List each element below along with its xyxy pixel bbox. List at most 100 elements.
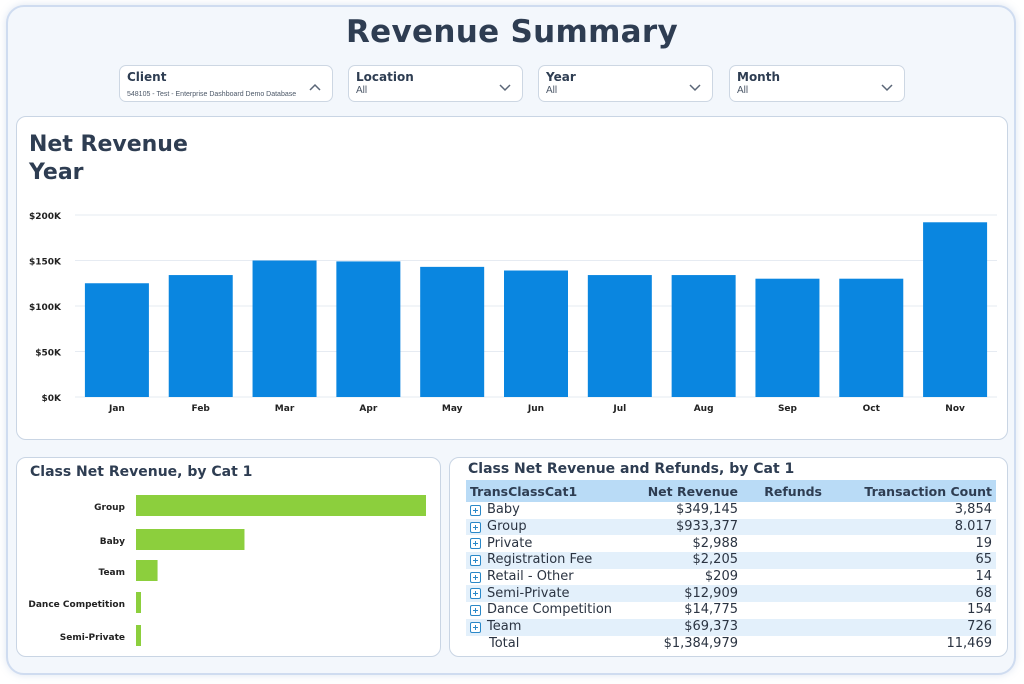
refunds-cell [742, 602, 826, 619]
bar-feb[interactable] [168, 275, 233, 397]
expand-icon[interactable] [470, 571, 481, 583]
x-tick-label: Feb [192, 404, 211, 414]
location-filter-label: Location [356, 70, 414, 84]
net-revenue-cell: $209 [704, 569, 738, 585]
refunds-cell [742, 585, 826, 603]
column-header-refunds[interactable]: Refunds [742, 480, 826, 502]
table-title: Class Net Revenue and Refunds, by Cat 1 [468, 461, 795, 477]
transaction-count-cell: 726 [826, 618, 996, 636]
table-row[interactable]: Semi-Private $12,909 68 [466, 585, 996, 603]
cat-label: Team [487, 619, 522, 635]
bar-apr[interactable] [336, 261, 401, 397]
category-label: Group [94, 503, 125, 513]
location-filter[interactable]: Location All [348, 65, 523, 102]
class-net-revenue-bar-chart: Group Baby Team Dance Competition Semi-Priva… [28, 495, 426, 646]
bar-jun[interactable] [504, 270, 568, 397]
hbar-team[interactable] [136, 560, 158, 581]
net-revenue-cell: $69,373 [636, 618, 742, 636]
table-row[interactable]: Team $69,373 726 [466, 618, 996, 636]
chevron-up-icon[interactable] [308, 82, 322, 92]
total-refunds [742, 636, 826, 653]
bar-jan[interactable] [84, 283, 149, 397]
transaction-count-cell: 19 [975, 535, 992, 551]
column-header-cat[interactable]: TransClassCat1 [466, 480, 636, 502]
expand-icon[interactable] [470, 588, 481, 600]
bar-mar[interactable] [252, 260, 317, 398]
location-filter-value: All [356, 85, 368, 96]
cat-label: Baby [487, 502, 520, 518]
refunds-cell [742, 535, 826, 552]
class-net-revenue-card: Class Net Revenue, by Cat 1 Group Baby Tea… [16, 457, 441, 657]
table-row[interactable]: Group $933,377 8.017 [466, 518, 996, 536]
total-net-revenue: $1,384,979 [663, 635, 738, 651]
revenue-table: TransClassCat1 Net Revenue Refunds Trans… [466, 480, 996, 652]
bar-may[interactable] [420, 266, 485, 397]
table-row[interactable]: Private $2,988 19 [466, 535, 996, 552]
class-net-revenue-title: Class Net Revenue, by Cat 1 [30, 464, 253, 480]
net-revenue-cell: $14,775 [684, 602, 738, 618]
year-filter-value: All [546, 85, 558, 96]
table-row[interactable]: Retail - Other $209 14 [466, 569, 996, 586]
expand-icon[interactable] [470, 621, 481, 633]
cat-label: Semi-Private [487, 585, 570, 601]
table-row[interactable]: Baby $349,145 3,854 [466, 502, 996, 519]
transaction-count-cell: 3,854 [954, 502, 992, 518]
cat-label: Registration Fee [487, 552, 593, 568]
x-tick-label: Nov [945, 404, 965, 414]
chevron-down-icon[interactable] [498, 82, 512, 92]
refunds-cell [742, 569, 826, 586]
transaction-count-cell: 154 [967, 602, 992, 618]
table-header-row: TransClassCat1 Net Revenue Refunds Trans… [466, 480, 996, 502]
x-tick-label: Mar [275, 404, 295, 414]
table-total-row: Total $1,384,979 11,469 [466, 636, 996, 653]
chevron-down-icon[interactable] [688, 82, 702, 92]
category-label: Baby [100, 537, 125, 547]
hbar-semi-private[interactable] [136, 625, 141, 646]
hbar-baby[interactable] [136, 529, 245, 550]
expand-icon[interactable] [470, 521, 481, 533]
bar-jul[interactable] [587, 275, 652, 397]
column-header-net-revenue[interactable]: Net Revenue [636, 480, 742, 502]
bar-oct[interactable] [839, 278, 904, 397]
cat-cell: Retail - Other [466, 569, 636, 586]
transaction-count-cell: 8.017 [826, 518, 996, 536]
client-filter[interactable]: Client 548105 - Test - Enterprise Dashbo… [119, 65, 333, 102]
chevron-down-icon[interactable] [880, 82, 894, 92]
expand-icon[interactable] [470, 604, 481, 616]
x-tick-label: Jun [527, 404, 544, 414]
month-filter-label: Month [737, 70, 781, 84]
x-tick-label: Jan [108, 404, 125, 414]
y-tick-label: $150K [29, 258, 62, 268]
net-revenue-cell: $2,205 [636, 552, 742, 569]
bar-sep[interactable] [755, 278, 820, 397]
year-filter[interactable]: Year All [538, 65, 713, 102]
client-filter-label: Client [127, 70, 167, 84]
expand-icon[interactable] [470, 554, 481, 566]
month-filter[interactable]: Month All [729, 65, 905, 102]
x-tick-label: Aug [694, 404, 714, 414]
refunds-cell [742, 502, 826, 519]
net-revenue-cell: $2,988 [692, 535, 739, 551]
transaction-count-cell: 14 [975, 569, 992, 585]
month-filter-value: All [737, 85, 749, 96]
expand-icon[interactable] [470, 504, 481, 516]
cat-cell: Semi-Private [466, 585, 636, 603]
table-row[interactable]: Dance Competition $14,775 154 [466, 602, 996, 619]
bar-aug[interactable] [671, 275, 736, 397]
bar-nov[interactable] [923, 222, 988, 397]
cat-cell: Registration Fee [466, 552, 636, 569]
cat-label: Private [487, 535, 533, 551]
hbar-dance-competition[interactable] [136, 592, 141, 613]
net-revenue-cell: $933,377 [636, 518, 742, 536]
net-revenue-card: Net Revenue Year $0K $50K $100K $150K $200K J… [16, 116, 1008, 440]
column-header-transaction-count[interactable]: Transaction Count [826, 480, 996, 502]
net-revenue-bar-chart: $0K $50K $100K $150K $200K Jan Feb Mar Apr May Jun… [29, 212, 997, 414]
cat-cell: Group [466, 518, 636, 536]
x-tick-label: Apr [359, 404, 377, 414]
expand-icon[interactable] [470, 538, 481, 550]
cat-label: Group [487, 519, 527, 535]
x-tick-label: May [442, 404, 463, 414]
hbar-group[interactable] [136, 495, 426, 516]
net-revenue-cell: $12,909 [636, 585, 742, 603]
table-row[interactable]: Registration Fee $2,205 65 [466, 552, 996, 569]
